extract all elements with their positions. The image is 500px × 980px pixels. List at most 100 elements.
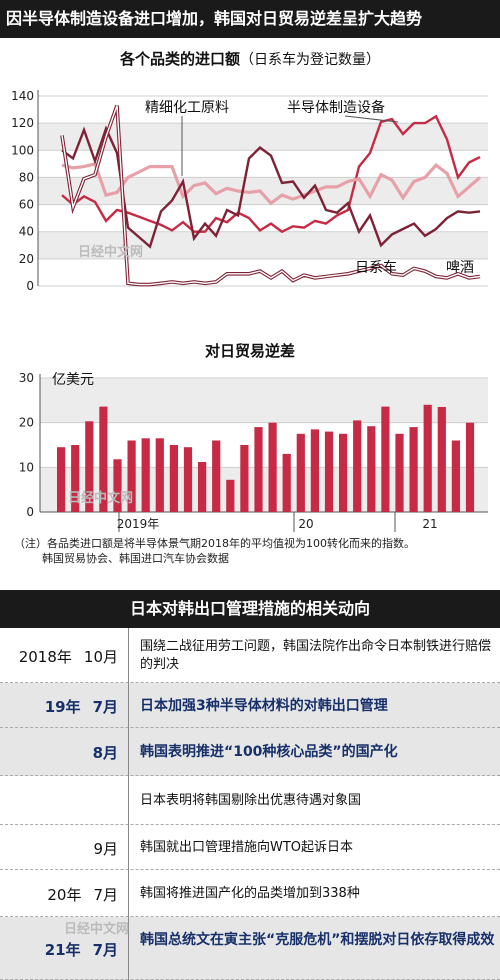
watermark-bar-chart: 日经中文网 — [68, 490, 133, 506]
line-grid-band — [38, 231, 488, 259]
bar-16 — [282, 453, 291, 512]
bar-9 — [183, 447, 193, 512]
line-legend-japanese-cars: 日系车 — [355, 259, 397, 276]
bar-20 — [339, 433, 348, 512]
bar-22 — [367, 426, 376, 512]
line-y-tick-label: 140 — [11, 89, 34, 103]
timeline-text: 韩国就出口管理措施向WTO起诉日本 — [140, 839, 354, 855]
bar-5 — [127, 440, 136, 512]
bar-14 — [254, 427, 263, 512]
timeline-row: 19年 7月 日本加强3种半导体材料的对韩出口管理 — [0, 683, 500, 728]
bar-26 — [423, 404, 432, 512]
timeline-date: 9月 — [81, 838, 118, 859]
bar-25 — [409, 427, 418, 512]
line-legend-fine-chemical: 精细化工原料 — [145, 100, 229, 116]
bar-3 — [99, 406, 108, 512]
timeline-month: 7月 — [92, 940, 118, 959]
line-series-1 — [61, 162, 482, 206]
line-y-tick-label: 40 — [19, 225, 34, 239]
bar-2 — [85, 421, 94, 512]
timeline-row: 2018年 10月 围绕二战征用劳工问题，韩国法院作出命令日本制铁进行赔偿的判决 — [0, 628, 500, 683]
chart-note-line1: （注）各品类进口额是将半导体景气期2018年的平均值视为100转化而来的指数。 — [14, 537, 415, 550]
timeline-row: 20年 7月 韩国将推进国产化的品类增加到338种 — [0, 870, 500, 917]
timeline-year: 2018年 — [18, 647, 72, 666]
timeline-divider — [128, 628, 129, 980]
chart-note: （注）各品类进口额是将半导体景气期2018年的平均值视为100转化而来的指数。 … — [14, 536, 494, 566]
line-y-tick-label: 120 — [11, 116, 34, 130]
bar-7 — [155, 438, 164, 512]
line-series-3 — [61, 105, 481, 286]
timeline-text: 日本加强3种半导体材料的对韩出口管理 — [140, 697, 388, 714]
line-legend-semiconductor: 半导体制造设备 — [287, 99, 385, 116]
bar-28 — [451, 440, 460, 512]
bar-4 — [113, 459, 122, 512]
timeline-row: 8月 韩国表明推进“100种核心品类”的国产化 — [0, 728, 500, 776]
timeline-date: 8月 — [81, 742, 118, 763]
timeline-title: 日本对韩出口管理措施的相关动向 — [0, 590, 500, 628]
timeline-text: 韩国表明推进“100种核心品类”的国产化 — [140, 744, 398, 760]
bar-11 — [212, 440, 221, 512]
line-y-tick-label: 20 — [19, 252, 34, 266]
bar-10 — [198, 462, 207, 512]
bar-1 — [71, 445, 80, 512]
bar-21 — [353, 420, 362, 512]
line-y-tick-label: 80 — [19, 170, 34, 184]
callout-semiconductor — [344, 115, 399, 123]
bar-24 — [395, 433, 404, 512]
line-series-0 — [61, 114, 481, 234]
timeline-row: 日本表明将韩国剔除出优惠待遇对象国 — [0, 776, 500, 825]
bar-y-tick-label: 10 — [19, 460, 34, 474]
watermark-line-chart: 日经中文网 — [78, 244, 143, 260]
bar-12 — [226, 479, 235, 512]
timeline-date: 2018年 10月 — [19, 646, 118, 667]
line-chart-title-note: （日系车为登记数量） — [240, 52, 380, 68]
bar-x-label-2: 21 — [422, 517, 437, 531]
bar-0 — [57, 447, 66, 512]
timeline-text: 围绕二战征用劳工问题，韩国法院作出命令日本制铁进行赔偿的判决 — [140, 638, 492, 672]
bar-19 — [324, 431, 334, 512]
timeline-text: 韩国将推进国产化的品类增加到338种 — [140, 885, 360, 901]
bar-y-unit: 亿美元 — [52, 372, 94, 388]
timeline-year: 20年 — [47, 885, 82, 904]
line-chart-title: 各个品类的进口额（日系车为登记数量） — [0, 48, 500, 69]
bar-y-tick-label: 30 — [19, 371, 34, 385]
line-y-tick-label: 0 — [26, 279, 34, 293]
bar-chart-title: 对日贸易逆差 — [204, 342, 295, 360]
timeline-month: 8月 — [92, 744, 118, 762]
bar-8 — [169, 445, 178, 512]
timeline-year: 19年 — [44, 697, 81, 716]
timeline-row: 21年 7月 韩国总统文在寅主张“克服危机”和摆脱对日依存取得成效 — [0, 917, 500, 980]
bar-23 — [381, 406, 390, 512]
bar-13 — [240, 445, 249, 512]
line-legend-beer: 啤酒 — [446, 260, 474, 276]
timeline-year: 21年 — [44, 940, 81, 959]
bar-x-label-1: 20 — [298, 517, 313, 531]
page-title: 因半导体制造设备进口增加，韩国对日贸易逆差呈扩大趋势 — [0, 0, 500, 38]
timeline-date: 21年 7月 — [45, 939, 118, 960]
bar-grid-band — [40, 378, 488, 423]
line-y-tick-label: 60 — [19, 198, 34, 212]
timeline-month: 9月 — [93, 839, 118, 858]
bar-17 — [296, 433, 305, 512]
timeline-row: 9月 韩国就出口管理措施向WTO起诉日本 — [0, 825, 500, 870]
timeline-date: 20年 7月 — [47, 884, 118, 905]
watermark-timeline: 日经中文网 — [64, 922, 130, 937]
timeline-text: 韩国总统文在寅主张“克服危机”和摆脱对日依存取得成效 — [140, 931, 495, 948]
bar-x-label-0: 2019年 — [117, 517, 160, 531]
bar-y-tick-label: 20 — [19, 416, 34, 430]
timeline-text: 日本表明将韩国剔除出优惠待遇对象国 — [140, 792, 362, 808]
bar-6 — [141, 438, 150, 512]
timeline-month: 7月 — [92, 697, 118, 716]
timeline-month: 7月 — [93, 885, 118, 904]
bar-y-tick-label: 0 — [26, 505, 34, 519]
bar-18 — [310, 429, 319, 512]
line-series-2 — [61, 125, 481, 249]
chart-note-line2: 韩国贸易协会、韩国进口汽车协会数据 — [42, 552, 229, 565]
timeline-date — [106, 791, 118, 809]
line-y-tick-label: 100 — [11, 143, 34, 157]
line-chart-title-text: 各个品类的进口额 — [119, 50, 240, 68]
bar-27 — [437, 407, 446, 512]
timeline-date: 19年 7月 — [45, 696, 118, 717]
timeline-month: 10月 — [83, 647, 118, 666]
